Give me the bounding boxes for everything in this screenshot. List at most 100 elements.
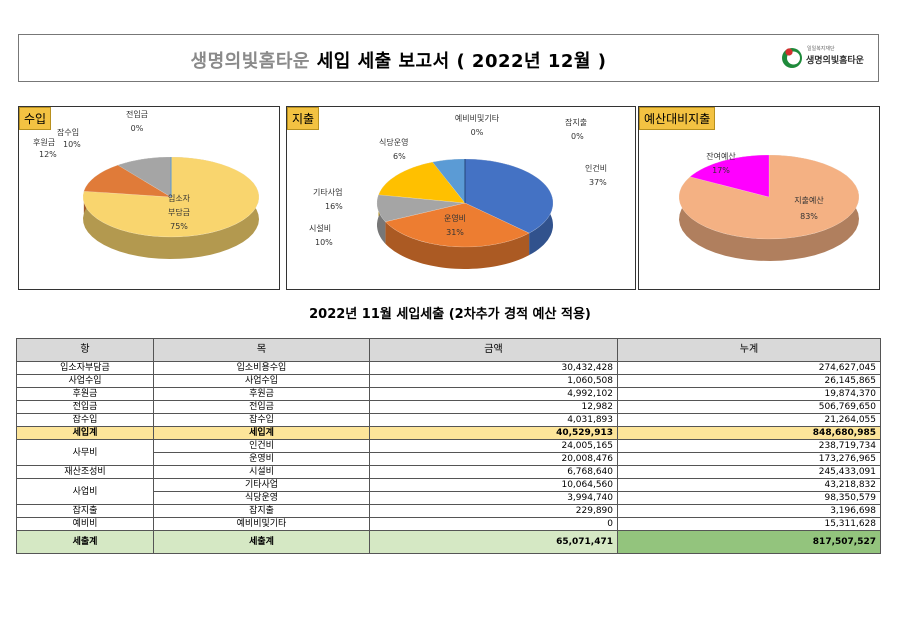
label-cafeteria: 식당운영 <box>379 137 408 147</box>
cell-hang: 잡수입 <box>16 413 154 427</box>
cell-mok: 인건비 <box>153 439 370 453</box>
pie-slice-지출예산 <box>678 154 860 240</box>
label-transfer: 전입금 <box>126 109 148 119</box>
cell-mok: 사업수입 <box>153 374 370 388</box>
table-row: 전입금 전입금 12,982 506,769,650 <box>16 400 881 414</box>
label-personnel: 인건비 <box>585 163 607 173</box>
col-header-mok: 목 <box>153 338 370 362</box>
expense-chart: 인건비 37% 운영비 31% 시설비 10% 기타사업 16% 식당운영 6%… <box>286 106 636 290</box>
pie-slice-인건비 <box>464 158 554 234</box>
cell-amount: 20,008,476 <box>369 452 618 466</box>
table-row: 재산조성비 시설비 6,768,640 245,433,091 <box>16 465 881 479</box>
cell-total: 238,719,734 <box>617 439 881 453</box>
cell-amount: 0 <box>369 517 618 531</box>
pct-reserve: 0% <box>471 128 484 137</box>
label-other-biz: 기타사업 <box>313 188 342 197</box>
cell-amount: 30,432,428 <box>369 361 618 375</box>
cell-mok: 시설비 <box>153 465 370 479</box>
income-expense-table: 항 목 금액 누계 입소자부담금 입소비용수입 30,432,428 274,6… <box>16 338 881 554</box>
label-spent-budget: 지출예산 <box>794 195 824 205</box>
pct-personnel: 37% <box>589 178 607 187</box>
expense-total-row: 세출계 세출계 65,071,471 817,507,527 <box>16 530 881 554</box>
cell-mok: 식당운영 <box>153 491 370 505</box>
pie-slice-운영비 <box>384 202 530 248</box>
pct-spent-budget: 83% <box>800 212 818 221</box>
cell-mok: 잡수입 <box>153 413 370 427</box>
title-main: 세입 세출 보고서 ( 2022년 12월 ) <box>316 51 607 72</box>
cell-hang: 사무비 <box>16 439 154 466</box>
cell-amount: 24,005,165 <box>369 439 618 453</box>
label-operating: 운영비 <box>444 213 466 223</box>
cell-total: 173,276,965 <box>617 452 881 466</box>
cell-total: 506,769,650 <box>617 400 881 414</box>
pct-misc-income: 10% <box>63 140 81 149</box>
budget-pie: 지출예산 83% 잔여예산 17% <box>678 151 860 261</box>
pct-facility: 10% <box>315 238 333 247</box>
label-reserve: 예비비및기타 <box>455 113 500 123</box>
budget-chart: 지출예산 83% 잔여예산 17% 예산대비지출 <box>638 106 880 290</box>
cell-mok: 세출계 <box>153 530 370 554</box>
cell-mok: 운영비 <box>153 452 370 466</box>
cell-hang: 후원금 <box>16 387 154 401</box>
pct-operating: 31% <box>446 228 464 237</box>
expense-tag: 지출 <box>287 107 320 130</box>
cell-mok: 기타사업 <box>153 478 370 492</box>
table-header-row: 항 목 금액 누계 <box>16 338 881 362</box>
report-header: 생명의빛홈타운 세입 세출 보고서 ( 2022년 12월 ) 일일복지재단 생… <box>18 34 879 82</box>
table-row: 잡지출 잡지출 229,890 3,196,698 <box>16 504 881 518</box>
col-header-amount: 금액 <box>369 338 618 362</box>
cell-total: 21,264,055 <box>617 413 881 427</box>
cell-mok: 전입금 <box>153 400 370 414</box>
budget-tag: 예산대비지출 <box>639 107 716 130</box>
pct-remaining-budget: 17% <box>712 166 730 175</box>
income-subtotal-row: 세입계 세입계 40,529,913 848,680,985 <box>16 426 881 440</box>
cell-hang: 입소자부담금 <box>16 361 154 375</box>
table-row: 후원금 후원금 4,992,102 19,874,370 <box>16 387 881 401</box>
pct-transfer: 0% <box>131 124 144 133</box>
cell-hang: 예비비 <box>16 517 154 531</box>
cell-total: 817,507,527 <box>617 530 881 554</box>
cell-amount: 40,529,913 <box>369 426 618 440</box>
cell-total: 274,627,045 <box>617 361 881 375</box>
income-tag: 수입 <box>19 107 52 130</box>
label-facility: 시설비 <box>309 223 331 233</box>
cell-mok: 예비비및기타 <box>153 517 370 531</box>
label-resident-fee-2: 부담금 <box>168 207 190 217</box>
cell-amount: 65,071,471 <box>369 530 618 554</box>
table-row: 입소자부담금 입소비용수입 30,432,428 274,627,045 <box>16 361 881 375</box>
cell-total: 15,311,628 <box>617 517 881 531</box>
cell-total: 848,680,985 <box>617 426 881 440</box>
pie-slice-후원금 <box>83 164 172 198</box>
cell-mok: 세입계 <box>153 426 370 440</box>
income-chart: 입소자 부담금 75% 후원금 12% 잡수입 10% 전입금 0% 수입 <box>18 106 280 290</box>
cell-hang: 사업비 <box>16 478 154 505</box>
report-title: 생명의빛홈타운 세입 세출 보고서 ( 2022년 12월 ) <box>19 47 778 73</box>
table-row: 운영비 20,008,476 173,276,965 <box>17 452 881 466</box>
cell-hang: 잡지출 <box>16 504 154 518</box>
pie-side-운영비 <box>385 221 530 269</box>
pie-slice-시설비 <box>376 194 466 223</box>
label-misc-income: 잡수입 <box>57 127 79 137</box>
table-subtitle: 2022년 11월 세입세출 (2차추가 경적 예산 적용) <box>309 307 591 322</box>
table-row: 예비비 예비비및기타 0 15,311,628 <box>16 517 881 531</box>
org-logo: 일일복지재단 생명의빛홈타운 <box>780 45 870 71</box>
cell-amount: 6,768,640 <box>369 465 618 479</box>
cell-mok: 잡지출 <box>153 504 370 518</box>
pct-other-biz: 16% <box>325 202 343 211</box>
cell-hang: 세입계 <box>16 426 154 440</box>
table-row: 사업수입 사업수입 1,060,508 26,145,865 <box>16 374 881 388</box>
cell-mok: 입소비용수입 <box>153 361 370 375</box>
label-donation: 후원금 <box>33 138 55 147</box>
cell-mok: 후원금 <box>153 387 370 401</box>
cell-total: 98,350,579 <box>617 491 881 505</box>
table-row: 잡수입 잡수입 4,031,893 21,264,055 <box>16 413 881 427</box>
cell-total: 43,218,832 <box>617 478 881 492</box>
col-header-total: 누계 <box>617 338 881 362</box>
pct-cafeteria: 6% <box>393 152 406 161</box>
expense-pie: 인건비 37% 운영비 31% 시설비 10% 기타사업 16% 식당운영 6%… <box>309 113 607 269</box>
cell-hang: 사업수입 <box>16 374 154 388</box>
income-pie: 입소자 부담금 75% 후원금 12% 잡수입 10% 전입금 0% <box>33 109 260 259</box>
cell-amount: 12,982 <box>369 400 618 414</box>
cell-total: 3,196,698 <box>617 504 881 518</box>
title-org: 생명의빛홈타운 <box>190 51 310 72</box>
